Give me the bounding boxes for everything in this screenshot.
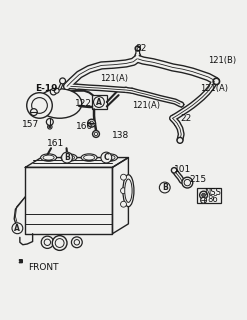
Text: 121(B): 121(B) [208,56,236,65]
Circle shape [69,78,75,84]
Circle shape [101,152,112,163]
Circle shape [210,81,216,87]
Text: A: A [96,98,102,107]
Text: 215: 215 [190,175,207,184]
Text: FRONT: FRONT [28,263,59,272]
Ellipse shape [41,154,57,161]
Circle shape [179,102,184,107]
Circle shape [135,46,140,51]
Circle shape [177,137,183,143]
Circle shape [30,109,37,116]
Ellipse shape [61,154,77,161]
Bar [197,188,221,203]
Ellipse shape [104,155,115,160]
Text: 121(A): 121(A) [100,74,128,83]
Text: B: B [64,153,70,162]
Text: 121(A): 121(A) [132,101,160,110]
Text: 121(A): 121(A) [200,84,228,93]
Circle shape [50,89,57,95]
Circle shape [52,236,67,250]
Circle shape [171,115,177,120]
Circle shape [174,121,180,126]
Circle shape [213,78,220,84]
Circle shape [12,223,23,234]
Text: 138: 138 [112,132,130,140]
Circle shape [200,191,207,199]
Ellipse shape [125,179,132,202]
Circle shape [124,87,128,92]
Text: A: A [15,224,20,233]
Polygon shape [25,157,128,167]
Text: 157: 157 [21,120,39,129]
Circle shape [184,180,190,186]
Circle shape [49,126,51,128]
Circle shape [71,237,82,248]
Circle shape [41,236,54,248]
Bar [92,95,107,109]
Ellipse shape [81,154,97,161]
Circle shape [46,118,53,125]
Text: 101: 101 [174,165,192,174]
Circle shape [121,174,126,180]
Text: 160: 160 [76,122,93,131]
Text: 161: 161 [47,139,64,148]
Circle shape [60,78,65,84]
Ellipse shape [38,89,82,118]
Circle shape [108,62,114,68]
Circle shape [201,197,206,203]
Text: NSS: NSS [204,188,221,197]
Circle shape [93,131,100,137]
Ellipse shape [123,175,134,207]
Text: E-19: E-19 [36,84,58,93]
Circle shape [208,76,213,81]
Circle shape [121,201,126,207]
Circle shape [44,239,51,245]
Circle shape [202,193,206,197]
Circle shape [94,97,104,108]
Text: 86: 86 [207,195,218,204]
Text: C: C [103,153,109,162]
Circle shape [48,124,52,129]
Text: 82: 82 [135,44,146,52]
Circle shape [135,53,141,58]
Circle shape [55,239,64,247]
Text: 22: 22 [181,114,192,123]
Circle shape [74,84,79,89]
Text: B: B [162,183,168,192]
Ellipse shape [102,154,118,161]
Circle shape [171,168,177,173]
Circle shape [27,93,52,118]
Circle shape [121,188,126,194]
Polygon shape [19,260,22,263]
Polygon shape [25,167,112,234]
Circle shape [182,177,193,188]
Circle shape [74,240,80,245]
Circle shape [32,98,47,113]
Text: 122: 122 [75,99,91,108]
Circle shape [62,152,72,163]
Ellipse shape [83,155,95,160]
Circle shape [90,121,94,125]
Circle shape [159,182,170,193]
Circle shape [54,88,59,93]
Ellipse shape [43,155,54,160]
Ellipse shape [63,155,75,160]
Polygon shape [112,157,128,234]
Circle shape [88,119,96,127]
Circle shape [94,132,98,136]
